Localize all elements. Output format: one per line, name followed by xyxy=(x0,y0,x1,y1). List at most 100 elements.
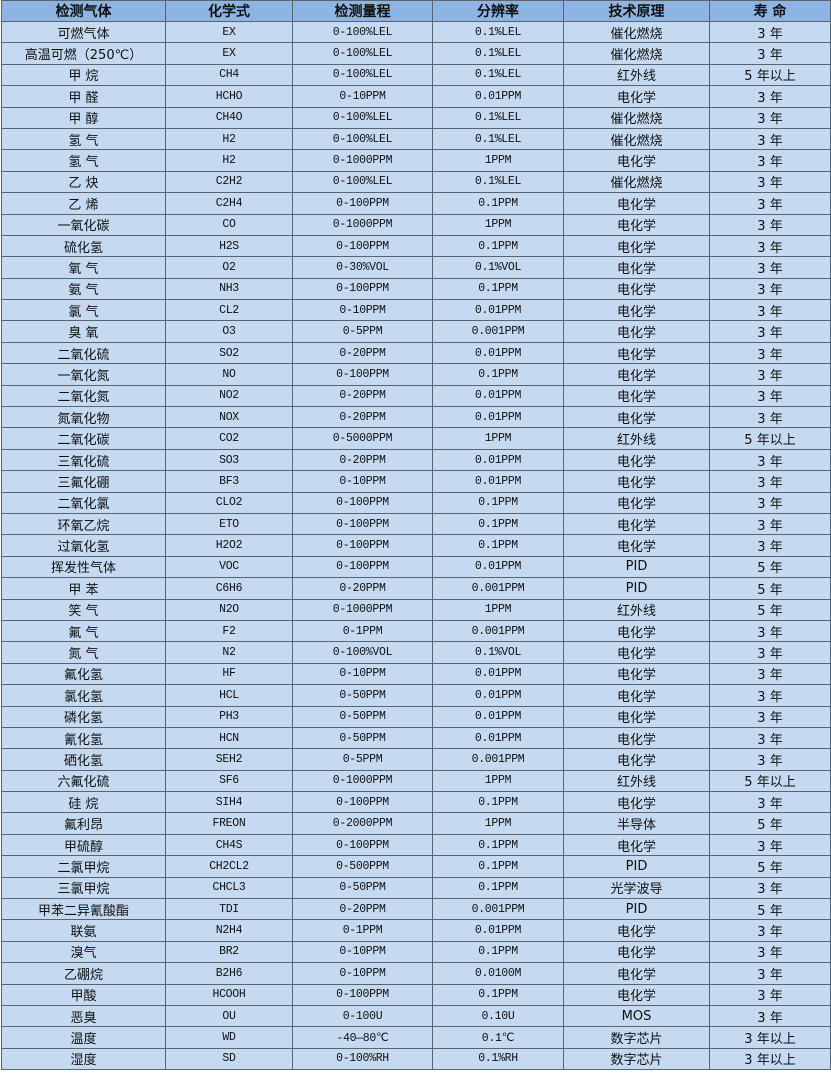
formula-cell: N2O xyxy=(165,598,293,621)
range-cell: 0-100U xyxy=(292,1004,433,1028)
range-cell: 0-1PPM xyxy=(292,619,433,643)
formula-cell: PH3 xyxy=(165,705,293,728)
lifetime-cell: 3 年 xyxy=(709,384,831,408)
principle-cell: 电化学 xyxy=(563,791,710,814)
table-row: 二氧化硫 SO2 0-20PPM 0.01PPM 电化学 3 年 xyxy=(1,341,831,365)
table-row: 氢 气 H2 0-1000PPM 1PPM 电化学 3 年 xyxy=(1,149,831,172)
table-row: 氯化氢 HCL 0-50PPM 0.01PPM 电化学 3 年 xyxy=(1,684,831,707)
resolution-cell: 0.0100M xyxy=(432,962,564,985)
principle-cell: 催化燃烧 xyxy=(563,20,710,44)
resolution-cell: 0.1PPM xyxy=(432,491,564,514)
lifetime-cell: 3 年 xyxy=(709,983,831,1006)
range-cell: 0-100%RH xyxy=(292,1047,433,1071)
range-cell: 0-100%LEL xyxy=(292,106,433,129)
lifetime-cell: 5 年 xyxy=(709,555,831,579)
gas-cell: 三氟化硼 xyxy=(1,470,166,493)
range-cell: 0-100PPM xyxy=(292,192,433,215)
lifetime-cell: 3 年 xyxy=(709,149,831,172)
lifetime-cell: 3 年 xyxy=(709,919,831,942)
gas-cell: 湿度 xyxy=(1,1047,166,1071)
gas-cell: 六氟化硫 xyxy=(1,769,166,793)
lifetime-cell: 3 年 xyxy=(709,619,831,643)
table-row: 臭 氧 O3 0-5PPM 0.001PPM 电化学 3 年 xyxy=(1,320,831,343)
gas-cell: 溴气 xyxy=(1,940,166,964)
formula-cell: C6H6 xyxy=(165,577,293,600)
principle-cell: 电化学 xyxy=(563,85,710,108)
resolution-cell: 0.1%LEL xyxy=(432,127,564,151)
formula-cell: SF6 xyxy=(165,769,293,793)
gas-cell: 氟 气 xyxy=(1,619,166,643)
range-cell: 0-1000PPM xyxy=(292,769,433,793)
formula-cell: ETO xyxy=(165,512,293,536)
resolution-cell: 1PPM xyxy=(432,213,564,236)
gas-cell: 氨 气 xyxy=(1,277,166,301)
principle-cell: 红外线 xyxy=(563,598,710,621)
table-row: 氰化氢 HCN 0-50PPM 0.01PPM 电化学 3 年 xyxy=(1,726,831,750)
principle-cell: 红外线 xyxy=(563,63,710,87)
lifetime-cell: 3 年 xyxy=(709,705,831,728)
formula-cell: BR2 xyxy=(165,940,293,964)
range-cell: 0-500PPM xyxy=(292,855,433,878)
table-row: 湿度 SD 0-100%RH 0.1%RH 数字芯片 3 年以上 xyxy=(1,1047,831,1071)
resolution-cell: 0.1PPM xyxy=(432,940,564,964)
range-cell: 0-1000PPM xyxy=(292,149,433,172)
gas-cell: 硒化氢 xyxy=(1,748,166,771)
table-row: 温度 WD -40—80℃ 0.1℃ 数字芯片 3 年以上 xyxy=(1,1026,831,1049)
table-row: 高温可燃（250℃） EX 0-100%LEL 0.1%LEL 催化燃烧 3 年 xyxy=(1,42,831,65)
resolution-cell: 0.01PPM xyxy=(432,85,564,108)
range-cell: 0-100PPM xyxy=(292,363,433,386)
range-cell: 0-5PPM xyxy=(292,748,433,771)
formula-cell: SIH4 xyxy=(165,791,293,814)
formula-cell: CLO2 xyxy=(165,491,293,514)
resolution-cell: 0.1%LEL xyxy=(432,42,564,65)
resolution-cell: 0.10U xyxy=(432,1004,564,1028)
range-cell: 0-1000PPM xyxy=(292,213,433,236)
gas-cell: 氟利昂 xyxy=(1,812,166,835)
formula-cell: CO2 xyxy=(165,427,293,450)
resolution-cell: 0.1%VOL xyxy=(432,641,564,664)
table-row: 过氧化氢 H2O2 0-100PPM 0.1PPM 电化学 3 年 xyxy=(1,534,831,557)
gas-cell: 二氯甲烷 xyxy=(1,855,166,878)
resolution-cell: 0.1PPM xyxy=(432,512,564,536)
gas-cell: 氢 气 xyxy=(1,149,166,172)
lifetime-cell: 5 年 xyxy=(709,898,831,921)
gas-cell: 乙 炔 xyxy=(1,170,166,194)
range-cell: 0-50PPM xyxy=(292,684,433,707)
formula-cell: OU xyxy=(165,1004,293,1028)
gas-cell: 甲 醛 xyxy=(1,85,166,108)
formula-cell: C2H2 xyxy=(165,170,293,194)
formula-cell: EX xyxy=(165,42,293,65)
header-resolution: 分辨率 xyxy=(432,0,564,22)
principle-cell: 电化学 xyxy=(563,406,710,429)
principle-cell: 电化学 xyxy=(563,384,710,408)
gas-cell: 二氧化硫 xyxy=(1,341,166,365)
range-cell: 0-2000PPM xyxy=(292,812,433,835)
formula-cell: CH2CL2 xyxy=(165,855,293,878)
formula-cell: HF xyxy=(165,662,293,686)
principle-cell: PID xyxy=(563,898,710,921)
gas-cell: 硅 烷 xyxy=(1,791,166,814)
range-cell: 0-20PPM xyxy=(292,448,433,472)
table-body: 可燃气体 EX 0-100%LEL 0.1%LEL 催化燃烧 3 年高温可燃（250℃） E… xyxy=(1,20,831,1071)
range-cell: 0-100%LEL xyxy=(292,170,433,194)
lifetime-cell: 3 年 xyxy=(709,192,831,215)
range-cell: 0-30%VOL xyxy=(292,256,433,279)
principle-cell: 电化学 xyxy=(563,940,710,964)
lifetime-cell: 3 年 xyxy=(709,791,831,814)
table-row: 三氧化硫 SO3 0-20PPM 0.01PPM 电化学 3 年 xyxy=(1,448,831,472)
gas-cell: 甲硫醇 xyxy=(1,833,166,857)
table-row: 氟利昂 FREON 0-2000PPM 1PPM 半导体 5 年 xyxy=(1,812,831,835)
formula-cell: N2 xyxy=(165,641,293,664)
gas-cell: 过氧化氢 xyxy=(1,534,166,557)
header-range: 检测量程 xyxy=(292,0,433,22)
table-row: 氢 气 H2 0-100%LEL 0.1%LEL 催化燃烧 3 年 xyxy=(1,127,831,151)
formula-cell: O3 xyxy=(165,320,293,343)
lifetime-cell: 3 年 xyxy=(709,726,831,750)
lifetime-cell: 5 年 xyxy=(709,598,831,621)
range-cell: 0-20PPM xyxy=(292,577,433,600)
resolution-cell: 1PPM xyxy=(432,149,564,172)
gas-cell: 甲 醇 xyxy=(1,106,166,129)
resolution-cell: 0.01PPM xyxy=(432,341,564,365)
table-row: 氧 气 O2 0-30%VOL 0.1%VOL 电化学 3 年 xyxy=(1,256,831,279)
resolution-cell: 0.1℃ xyxy=(432,1026,564,1049)
